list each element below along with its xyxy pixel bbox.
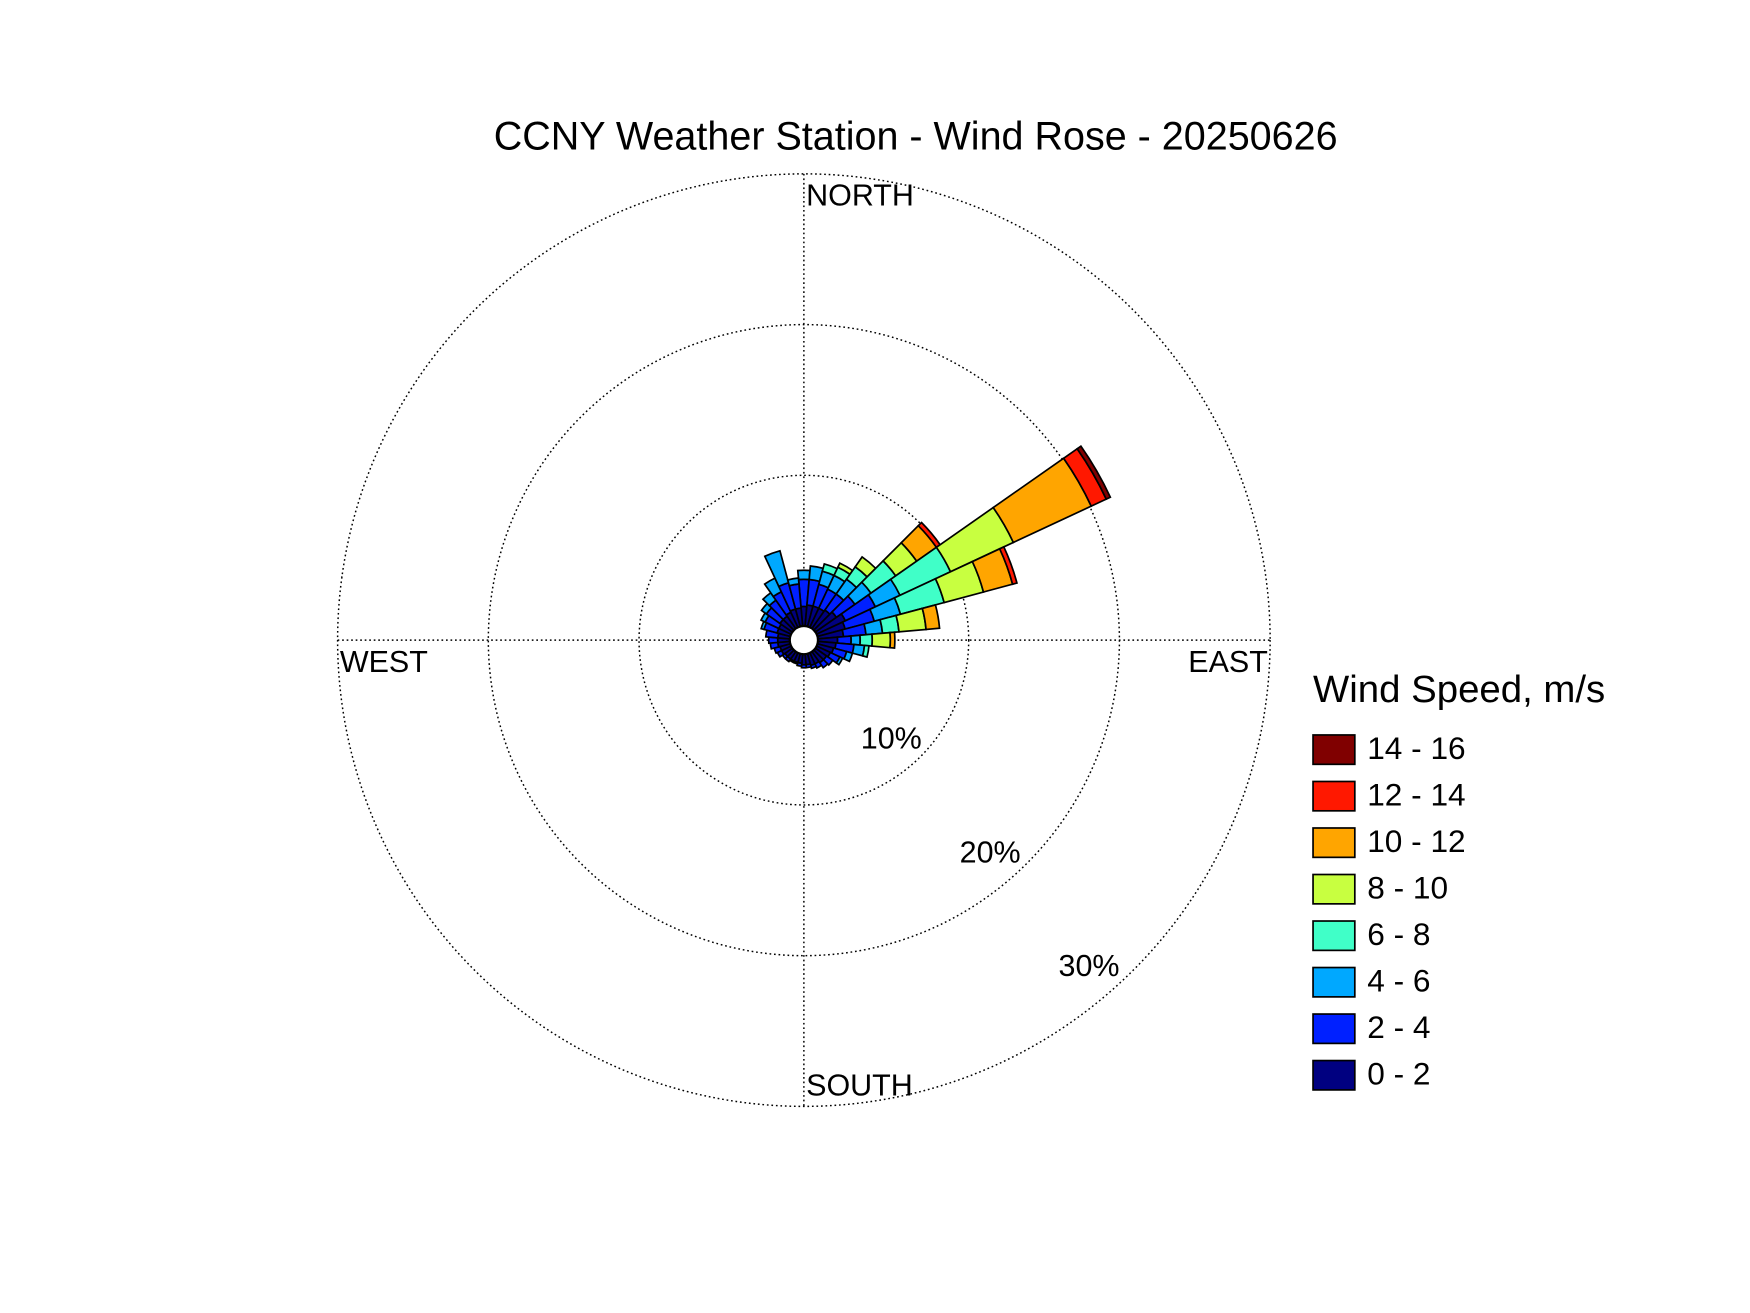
legend-swatch <box>1312 966 1356 998</box>
wind-segment <box>842 650 854 663</box>
wind-segment <box>800 663 808 669</box>
direction-label: NORTH <box>806 179 914 213</box>
wind-segment <box>921 603 941 631</box>
r-tick-label: 10% <box>861 722 922 756</box>
legend-swatch <box>1312 1059 1356 1091</box>
legend-label: 2 - 4 <box>1367 1009 1430 1045</box>
legend-swatch <box>1312 780 1356 812</box>
chart-title: CCNY Weather Station - Wind Rose - 20250… <box>494 114 1338 158</box>
legend-swatch <box>1312 734 1356 766</box>
legend-label: 14 - 16 <box>1367 730 1465 766</box>
wind-segment <box>796 569 811 581</box>
legend-label: 12 - 14 <box>1367 777 1465 813</box>
wind-segment <box>835 655 844 666</box>
legend-swatch <box>1312 827 1356 859</box>
wind-segment <box>859 633 874 648</box>
direction-label: EAST <box>1188 645 1268 679</box>
center-hole <box>788 624 820 656</box>
wind-segment <box>818 658 829 669</box>
grid-ring <box>638 474 970 806</box>
legend-title: Wind Speed, m/s <box>1313 668 1605 711</box>
legend-label: 4 - 6 <box>1367 963 1430 999</box>
legend-swatch <box>1312 1013 1356 1045</box>
r-tick-label: 20% <box>960 835 1021 869</box>
wind-segment <box>809 662 818 670</box>
legend-swatch <box>1312 873 1356 905</box>
wind-segment <box>1075 444 1112 501</box>
wind-segment <box>871 631 892 649</box>
wind-segment <box>998 545 1018 586</box>
wind-segment <box>861 644 870 659</box>
wind-segment <box>822 654 834 667</box>
r-tick-label: 30% <box>1059 949 1120 983</box>
wind-segment <box>889 631 896 649</box>
legend-label: 10 - 12 <box>1367 823 1465 859</box>
legend-label: 0 - 2 <box>1367 1056 1430 1092</box>
grid-ring <box>487 323 1121 957</box>
legend-label: 6 - 8 <box>1367 916 1430 952</box>
legend-swatch <box>1312 920 1356 952</box>
wind-segment <box>786 577 800 587</box>
legend-label: 8 - 10 <box>1367 870 1448 906</box>
direction-label: WEST <box>340 645 428 679</box>
grid-ring <box>336 173 1271 1108</box>
direction-label: SOUTH <box>806 1068 913 1102</box>
wind-segment <box>763 549 790 588</box>
